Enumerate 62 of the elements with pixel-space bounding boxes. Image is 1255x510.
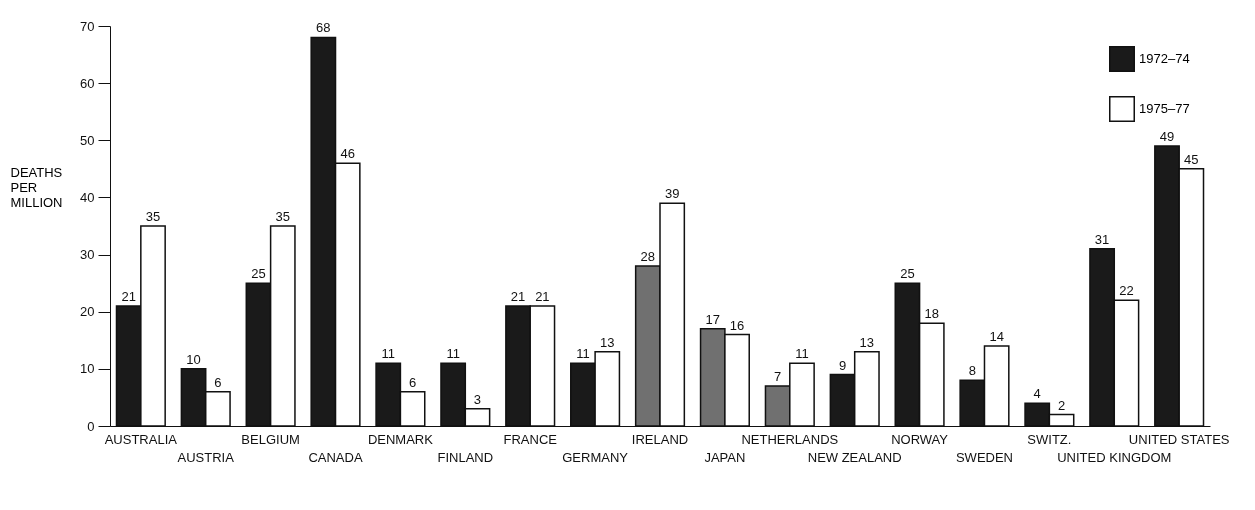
data-label: 17	[705, 311, 720, 327]
x-tick-label: NETHERLANDS	[741, 432, 839, 447]
data-label: 35	[145, 209, 161, 224]
data-label: 10	[186, 351, 201, 367]
data-label: 22	[1119, 283, 1134, 299]
data-label: 25	[900, 266, 915, 282]
data-label: 35	[275, 209, 291, 224]
data-label: 8	[968, 363, 976, 379]
legend-label: 1972–74	[1139, 51, 1190, 66]
data-label: 2	[1057, 397, 1066, 413]
data-label: 45	[1184, 151, 1199, 167]
data-label: 16	[729, 317, 745, 333]
data-label: 46	[340, 146, 355, 162]
y-tick-label: 50	[80, 132, 95, 148]
y-tick-label: 10	[80, 361, 95, 377]
data-label: 13	[600, 334, 615, 350]
data-label: 31	[1094, 231, 1110, 247]
x-tick-label: CANADA	[308, 450, 363, 465]
x-tick-label: UNITED KINGDOM	[1057, 450, 1172, 465]
data-label: 3	[473, 391, 482, 407]
x-tick-label: IRELAND	[631, 432, 689, 447]
x-tick-label: AUSTRALIA	[104, 432, 178, 447]
data-label: 7	[774, 369, 782, 384]
data-label: 49	[1159, 129, 1175, 144]
data-label: 21	[510, 289, 526, 304]
x-tick-label: GERMANY	[562, 450, 629, 465]
data-label: 6	[214, 374, 222, 390]
data-label: 18	[924, 306, 939, 322]
data-label: 68	[316, 20, 331, 36]
data-label: 28	[640, 249, 656, 264]
x-tick-label: SWITZ.	[1027, 432, 1072, 447]
x-tick-label: JAPAN	[704, 450, 746, 465]
data-label: 11	[576, 346, 590, 362]
y-tick-label: 60	[80, 75, 95, 91]
x-tick-label: AUSTRIA	[177, 450, 235, 465]
y-tick-label: 30	[80, 247, 95, 263]
y-tick-label: 40	[80, 189, 95, 205]
data-label: 13	[859, 334, 875, 350]
data-label: 39	[664, 186, 680, 202]
y-axis-title: DEATHS PER MILLION	[10, 164, 63, 210]
y-tick-label: 0	[87, 418, 95, 434]
x-tick-label: DENMARK	[367, 432, 434, 447]
data-label: 11	[795, 346, 809, 362]
x-tick-label: NEW ZEALAND	[807, 450, 902, 465]
x-tick-label: NORWAY	[891, 432, 949, 447]
data-label: 6	[408, 374, 417, 390]
y-tick-label: 70	[80, 18, 95, 34]
data-label: 4	[1033, 386, 1041, 402]
x-tick-label: BELGIUM	[241, 432, 300, 447]
y-tick-label: 20	[80, 304, 95, 320]
data-label: 25	[251, 266, 266, 282]
x-tick-label: FINLAND	[437, 450, 494, 465]
data-label: 21	[121, 289, 136, 304]
legend-label: 1975–77	[1139, 101, 1190, 116]
x-tick-label: FRANCE	[503, 432, 558, 447]
data-label: 11	[381, 346, 395, 362]
x-tick-label: SWEDEN	[955, 450, 1014, 465]
data-label: 14	[989, 329, 1004, 344]
x-tick-label: UNITED STATES	[1128, 432, 1230, 447]
data-label: 9	[838, 357, 847, 373]
data-label: 21	[535, 289, 550, 304]
data-label: 11	[446, 346, 460, 362]
